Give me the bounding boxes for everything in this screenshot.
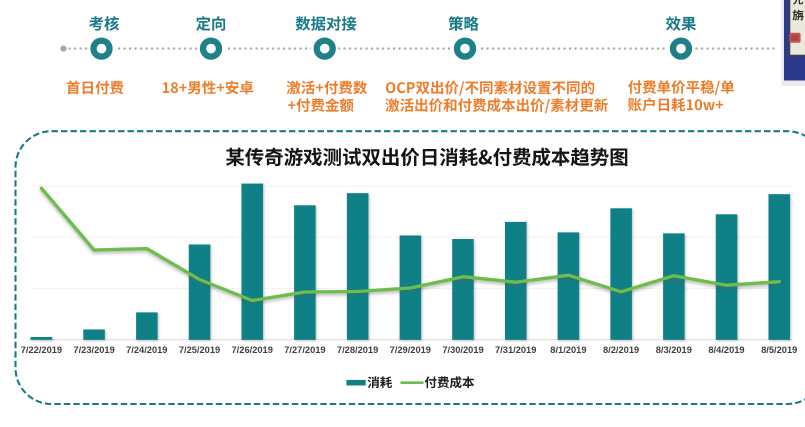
svg-text:7/30/2019: 7/30/2019	[442, 345, 483, 355]
svg-text:8/4/2019: 8/4/2019	[708, 345, 744, 355]
svg-text:7/26/2019: 7/26/2019	[232, 345, 273, 355]
svg-text:8/1/2019: 8/1/2019	[550, 345, 586, 355]
svg-text:7/23/2019: 7/23/2019	[73, 345, 114, 355]
svg-text:7/27/2019: 7/27/2019	[284, 345, 325, 355]
svg-text:7/28/2019: 7/28/2019	[337, 345, 378, 355]
svg-text:7/31/2019: 7/31/2019	[495, 345, 536, 355]
svg-text:7/29/2019: 7/29/2019	[390, 345, 431, 355]
svg-text:8/3/2019: 8/3/2019	[656, 345, 692, 355]
svg-text:7/24/2019: 7/24/2019	[126, 345, 167, 355]
svg-text:8/2/2019: 8/2/2019	[603, 345, 639, 355]
svg-text:7/22/2019: 7/22/2019	[21, 345, 62, 355]
svg-text:7/25/2019: 7/25/2019	[179, 345, 220, 355]
svg-text:8/5/2019: 8/5/2019	[761, 345, 797, 355]
